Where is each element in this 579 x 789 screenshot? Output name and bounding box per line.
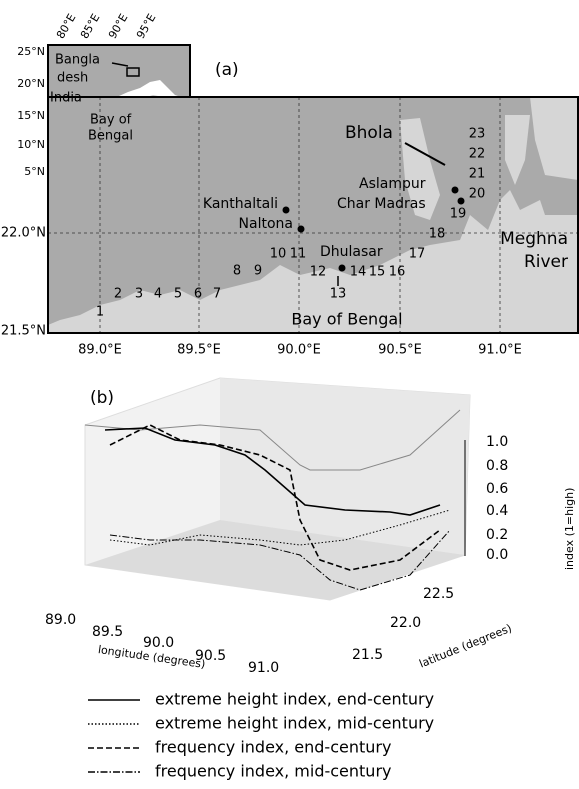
place-label: Kanthaltali [203, 196, 278, 212]
station-number: 5 [174, 287, 182, 302]
inset-lon-tick: 80°E [54, 12, 79, 41]
station-number: 16 [389, 265, 406, 280]
z-tick: 1.0 [486, 434, 508, 450]
station-number: 2 [114, 287, 122, 302]
z-axis-label: index (1=high) [563, 488, 576, 570]
place-label: Dhulasar [320, 244, 383, 260]
x-tick: 90.5 [195, 648, 226, 664]
station-number: 17 [409, 247, 426, 262]
station-number: 10 [270, 247, 287, 262]
inset-lon-tick: 90°E [106, 12, 131, 41]
lon-tick: 89.0°E [78, 343, 122, 358]
inset-box [126, 67, 140, 77]
station-number: 19 [450, 207, 467, 222]
station-number: 6 [194, 287, 202, 302]
lon-tick: 91.0°E [478, 343, 522, 358]
x-tick: 91.0 [248, 660, 279, 676]
site-dot [451, 186, 459, 194]
x-tick: 89.5 [92, 624, 123, 640]
station-number: 18 [429, 227, 446, 242]
legend-entry: frequency index, end-century [155, 738, 391, 757]
legend-entry: extreme height index, end-century [155, 690, 434, 709]
panel-label: (a) [215, 60, 239, 80]
panel-label: (b) [90, 388, 114, 408]
station-number: 21 [469, 167, 486, 182]
inset-lon-tick: 85°E [78, 12, 103, 41]
lon-tick: 90.0°E [277, 343, 321, 358]
station-number: 8 [233, 264, 241, 279]
map-frame [47, 96, 579, 334]
inset-arrow [111, 62, 129, 67]
site-dot [457, 197, 465, 205]
z-tick: 0.2 [486, 527, 508, 543]
river [400, 118, 440, 220]
z-tick: 0.4 [486, 503, 508, 519]
y-tick: 22.0 [390, 615, 421, 631]
station-number: 3 [135, 287, 143, 302]
legend-entry: frequency index, mid-century [155, 762, 391, 781]
bhola-pointer [404, 142, 446, 166]
inset-label: desh [57, 71, 88, 86]
station-number: 7 [213, 287, 221, 302]
inset-lat-tick: 20°N [17, 77, 45, 90]
x-tick: 89.0 [45, 612, 76, 628]
lon-tick: 90.5°E [378, 343, 422, 358]
lat-tick: 21.5°N [1, 324, 46, 339]
y-tick: 22.5 [423, 586, 454, 602]
site-dot [297, 225, 305, 233]
station-number: 14 [350, 265, 367, 280]
line-freq-end [109, 424, 441, 571]
inset-lat-tick: 15°N [17, 109, 45, 122]
inset-label: India [50, 91, 82, 106]
station-number: 22 [469, 147, 486, 162]
place-label: Meghna [500, 229, 568, 249]
inset-lat-tick: 10°N [17, 138, 45, 151]
station-number: 15 [369, 265, 386, 280]
y-tick: 21.5 [352, 647, 383, 663]
station-number: 11 [290, 247, 307, 262]
pane-back [220, 378, 470, 555]
river-mouth [530, 97, 578, 180]
station-number: 12 [310, 265, 327, 280]
station-number: 20 [469, 187, 486, 202]
line-freq-mid [109, 529, 451, 591]
z-tick: 0.6 [486, 481, 508, 497]
gridlines [48, 97, 578, 333]
station-number: 23 [469, 127, 486, 142]
station-number: 4 [154, 287, 162, 302]
map-land [48, 97, 578, 325]
place-label: Bay of Bengal [291, 310, 402, 329]
z-tick: 0.0 [486, 547, 508, 563]
inset-label: Bangla [55, 53, 100, 68]
lon-tick: 89.5°E [177, 343, 221, 358]
place-label: River [524, 252, 568, 272]
lat-tick: 22.0°N [1, 226, 46, 241]
surface-edge [84, 409, 461, 471]
pane-floor [85, 520, 465, 600]
site-dot [338, 264, 346, 272]
z-tick: 0.8 [486, 458, 508, 474]
station-number: 1 [96, 305, 104, 320]
place-label: Char Madras [337, 196, 426, 212]
inset-label: Bengal [88, 129, 133, 144]
station-number: 9 [254, 264, 262, 279]
x-tick: 90.0 [143, 635, 174, 651]
place-label: Bhola [345, 123, 393, 143]
inset-lon-tick: 95°E [134, 12, 159, 41]
station-number: 13 [330, 287, 347, 302]
site-dot [282, 206, 290, 214]
line-extreme-mid [109, 509, 451, 546]
inset-label: Bay of [90, 113, 132, 128]
legend-entry: extreme height index, mid-century [155, 714, 434, 733]
place-label: Naltona [239, 216, 293, 232]
line-extreme-end [104, 427, 441, 516]
river-east [505, 115, 530, 185]
place-label: Aslampur [359, 176, 426, 192]
inset-lat-tick: 5°N [24, 165, 45, 178]
y-axis-label: latitude (degrees) [417, 622, 513, 671]
inset-lat-tick: 25°N [17, 45, 45, 58]
